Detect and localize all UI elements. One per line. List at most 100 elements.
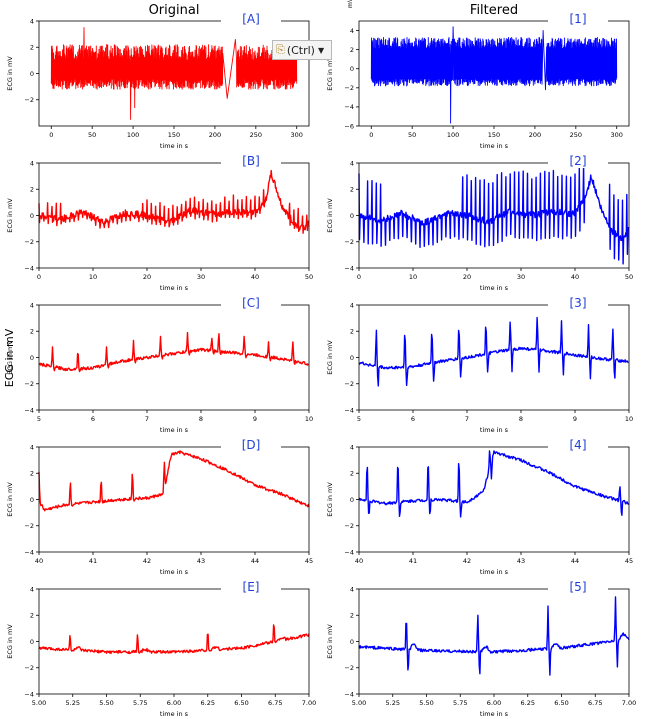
x-tick-label: 5.25 xyxy=(66,699,80,707)
y-tick-label: −2 xyxy=(344,664,354,672)
x-tick-label: 6.50 xyxy=(554,699,568,707)
y-tick-label: 0 xyxy=(30,638,34,646)
x-tick-label: 7.00 xyxy=(622,699,636,707)
x-tick-label: 250 xyxy=(250,131,262,139)
chart-panel: 5.00 5.25 5.50 5.75 6.00 6.25 6.50 6.75 7.00 −4 −2… xyxy=(326,580,636,718)
x-tick-label: 44 xyxy=(571,557,579,565)
y-tick-label: 4 xyxy=(30,17,34,25)
y-tick-label: 4 xyxy=(350,159,354,167)
panel-tag-box xyxy=(221,439,281,452)
y-tick-label: 0 xyxy=(350,638,354,646)
y-axis-label: ECG in mV xyxy=(326,482,334,517)
panel-tag: [2] xyxy=(570,154,587,168)
y-axis-label: ECG in mV xyxy=(326,198,334,233)
series-line xyxy=(50,27,298,120)
panel-tag: [E] xyxy=(243,580,260,594)
x-tick-label: 5.75 xyxy=(133,699,147,707)
y-tick-label: 2 xyxy=(30,470,34,478)
chart-panel: 0 10 20 30 40 50 −4 −2 0 2 4 time in s ECG in mV [2] xyxy=(326,154,633,292)
y-tick-label: 4 xyxy=(350,27,354,35)
series-line xyxy=(358,450,630,518)
cropped-axis-label: mV xyxy=(347,0,354,8)
panel-tag-box xyxy=(548,439,608,452)
x-tick-label: 42 xyxy=(143,557,151,565)
y-tick-label: 0 xyxy=(350,212,354,220)
y-axis-label: ECG in mV xyxy=(326,624,334,659)
panel-tag: [4] xyxy=(570,438,587,452)
series-line xyxy=(370,26,618,124)
y-tick-label: −2 xyxy=(24,522,34,530)
panel-tag: [B] xyxy=(242,154,260,168)
panel-tag: [A] xyxy=(242,12,260,26)
panel-tag-box xyxy=(221,155,281,168)
x-tick-label: 10 xyxy=(409,273,417,281)
x-tick-label: 40 xyxy=(35,557,43,565)
x-tick-label: 100 xyxy=(127,131,139,139)
y-tick-label: −4 xyxy=(24,548,34,556)
paste-options-label: (Ctrl) xyxy=(286,43,315,57)
x-axis-label: time in s xyxy=(160,426,189,434)
x-tick-label: 6.00 xyxy=(167,699,181,707)
clipboard-icon: ⎘ xyxy=(276,43,285,56)
plot-frame xyxy=(38,304,310,411)
plot-frame xyxy=(38,162,310,269)
x-tick-label: 6.75 xyxy=(588,699,602,707)
y-tick-label: 2 xyxy=(30,186,34,194)
x-tick-label: 50 xyxy=(88,131,96,139)
panel-tag-box xyxy=(548,297,608,310)
x-tick-label: 0 xyxy=(37,273,41,281)
y-tick-label: 2 xyxy=(30,328,34,336)
chart-panel: 40 41 42 43 44 45 −4 −2 0 2 4 time in s ECG in mV [D] xyxy=(6,438,313,576)
plot-frame xyxy=(38,446,310,553)
y-tick-label: −4 xyxy=(344,548,354,556)
y-tick-label: −4 xyxy=(344,264,354,272)
x-tick-label: 6.50 xyxy=(234,699,248,707)
y-tick-label: 0 xyxy=(30,496,34,504)
y-tick-label: 0 xyxy=(30,354,34,362)
paste-options-button[interactable]: ⎘ (Ctrl) ▼ xyxy=(272,40,332,60)
series-line xyxy=(358,596,630,676)
y-tick-label: 4 xyxy=(350,443,354,451)
y-tick-label: −4 xyxy=(24,406,34,414)
x-tick-label: 150 xyxy=(168,131,180,139)
y-tick-label: −2 xyxy=(24,238,34,246)
y-tick-label: 4 xyxy=(350,585,354,593)
x-tick-label: 43 xyxy=(517,557,525,565)
x-tick-label: 150 xyxy=(488,131,500,139)
x-tick-label: 6 xyxy=(411,415,415,423)
x-tick-label: 41 xyxy=(89,557,97,565)
y-tick-label: 4 xyxy=(30,301,34,309)
y-tick-label: 4 xyxy=(30,159,34,167)
y-tick-label: 2 xyxy=(350,470,354,478)
x-tick-label: 40 xyxy=(355,557,363,565)
y-tick-label: 2 xyxy=(30,44,34,52)
y-tick-label: 0 xyxy=(30,212,34,220)
y-tick-label: 0 xyxy=(350,65,354,73)
x-tick-label: 30 xyxy=(197,273,205,281)
x-tick-label: 44 xyxy=(251,557,259,565)
x-tick-label: 50 xyxy=(305,273,313,281)
x-tick-label: 5.00 xyxy=(352,699,366,707)
column-title-original: Original xyxy=(149,3,200,18)
x-tick-label: 40 xyxy=(571,273,579,281)
y-tick-label: −2 xyxy=(344,522,354,530)
x-tick-label: 8 xyxy=(519,415,523,423)
chart-panel: 5 6 7 8 9 10 −4 −2 0 2 4 time in s ECG in mV [C] xyxy=(6,296,313,434)
x-tick-label: 300 xyxy=(291,131,303,139)
x-tick-label: 10 xyxy=(625,415,633,423)
x-tick-label: 5.75 xyxy=(453,699,467,707)
y-tick-label: −2 xyxy=(344,380,354,388)
panel-tag: [1] xyxy=(570,12,587,26)
x-tick-label: 10 xyxy=(305,415,313,423)
chevron-down-icon: ▼ xyxy=(317,45,325,55)
x-tick-label: 250 xyxy=(570,131,582,139)
series-line xyxy=(358,316,629,387)
x-tick-label: 8 xyxy=(199,415,203,423)
x-axis-label: time in s xyxy=(480,284,509,292)
panel-tag: [C] xyxy=(242,296,260,310)
panel-tag: [5] xyxy=(570,580,587,594)
panel-tag-box xyxy=(548,581,608,594)
panel-tag-box xyxy=(221,297,281,310)
x-axis-label: time in s xyxy=(480,426,509,434)
